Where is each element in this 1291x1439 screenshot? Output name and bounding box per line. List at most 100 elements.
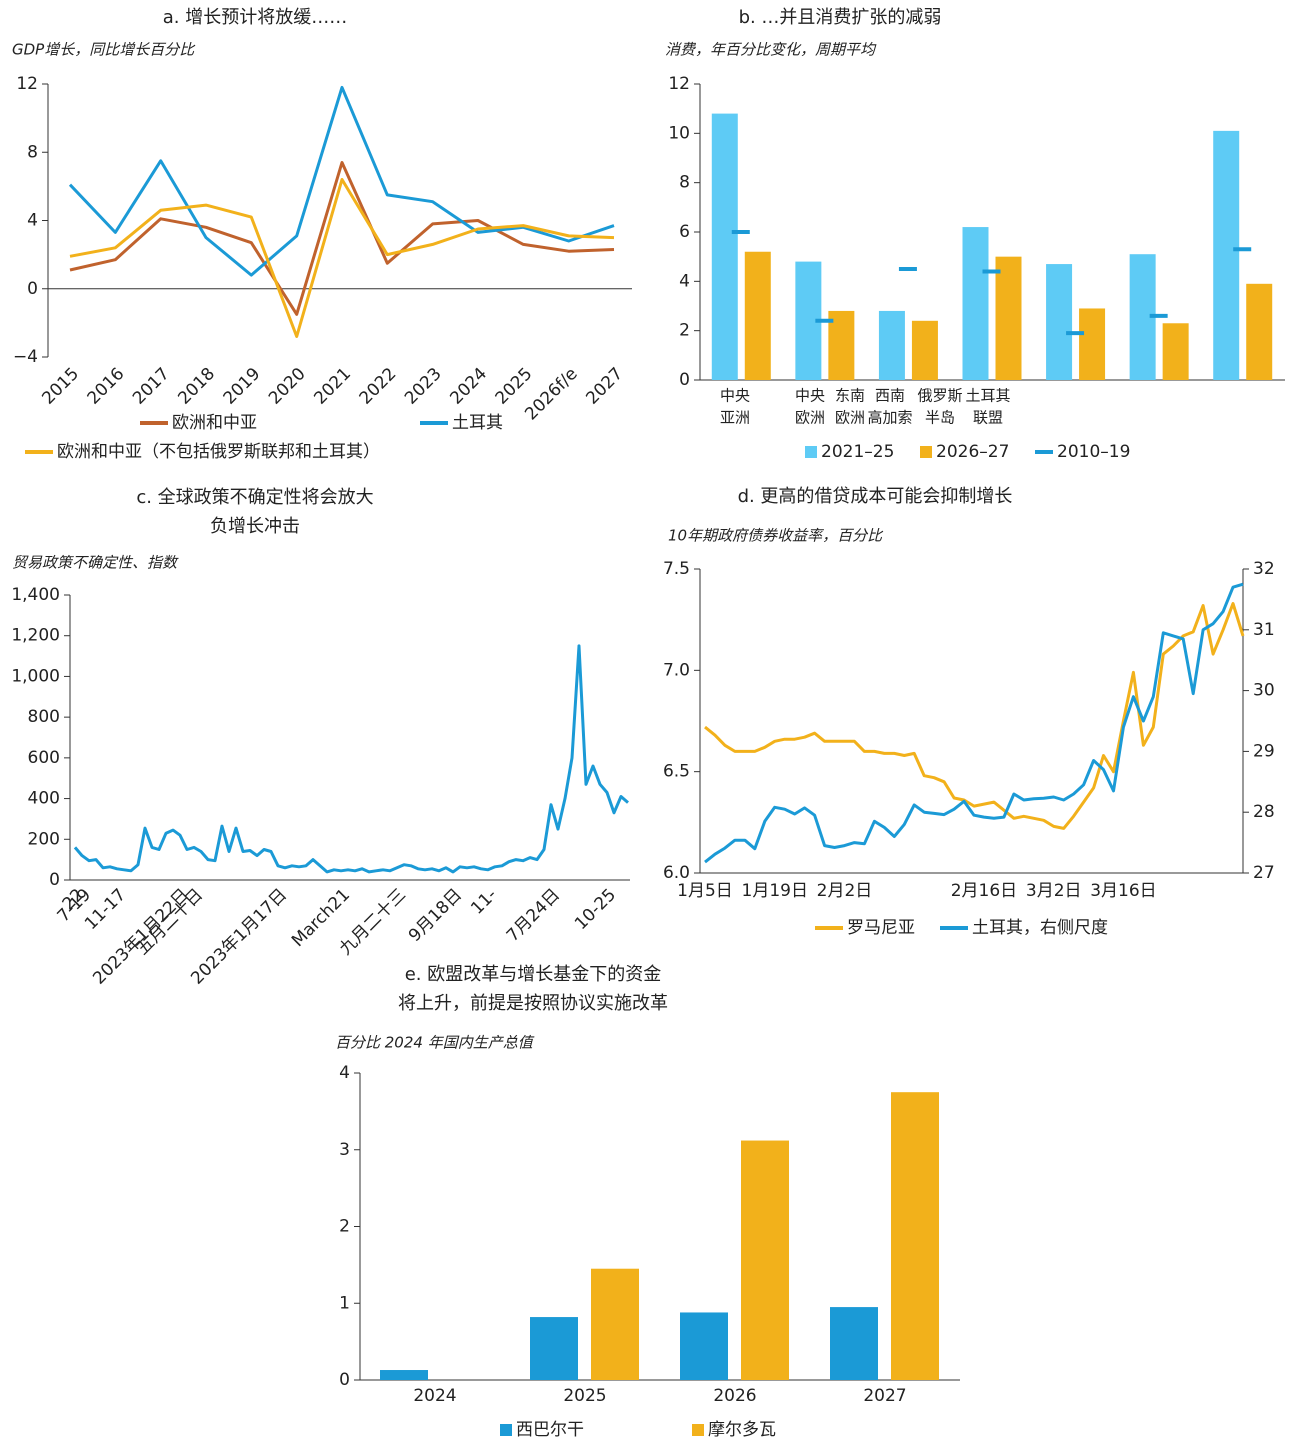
- y-tick-label: 4: [679, 271, 690, 291]
- series-line: [704, 602, 1245, 830]
- chart-title: b. …并且消费扩张的减弱: [739, 7, 942, 28]
- bar: [1046, 264, 1073, 380]
- y2-tick-label: 28: [1253, 802, 1275, 822]
- x-tick-label: 3月16日: [1090, 881, 1156, 901]
- legend-label: 罗马尼亚: [847, 918, 915, 938]
- bar: [962, 227, 989, 380]
- x-tick-label: 11-17: [81, 885, 130, 934]
- bar: [1246, 283, 1273, 380]
- y-tick-label: 12: [668, 74, 690, 94]
- y-tick-label: 1,400: [11, 585, 60, 605]
- y-tick-label: 3: [339, 1140, 350, 1160]
- y-tick-label: 200: [28, 829, 60, 849]
- x-tick-label: 11-: [467, 885, 501, 919]
- x-tick-label: 半岛: [925, 409, 955, 427]
- legend-swatch: [920, 446, 932, 458]
- legend-label: 土耳其，右侧尺度: [972, 918, 1108, 938]
- x-tick-label: 欧洲: [835, 409, 865, 427]
- chart-title: e. 欧盟改革与增长基金下的资金: [405, 964, 662, 985]
- x-tick-label: 俄罗斯: [917, 387, 962, 405]
- y-tick-label: 1,000: [11, 666, 60, 686]
- legend-label: 2021–25: [821, 442, 894, 462]
- y-tick-label: 8: [27, 142, 38, 162]
- y-tick-label: 8: [679, 173, 690, 193]
- x-tick-label: 2月16日: [951, 881, 1017, 901]
- bar: [680, 1312, 728, 1380]
- x-tick-label: 1月5日: [677, 881, 733, 901]
- x-tick-label: 2026: [713, 1386, 756, 1406]
- y2-tick-label: 32: [1253, 559, 1275, 579]
- series-line: [68, 85, 615, 277]
- bar: [891, 1092, 939, 1380]
- x-tick-label: 2024: [413, 1386, 456, 1406]
- y-tick-label: 6: [679, 222, 690, 242]
- series-line: [73, 644, 629, 874]
- x-tick-label: 2018: [174, 364, 219, 409]
- y-tick-label: 6.5: [663, 762, 690, 782]
- y-tick-label: 600: [28, 748, 60, 768]
- y2-tick-label: 31: [1253, 620, 1275, 640]
- bar: [911, 320, 938, 380]
- bar: [711, 113, 738, 380]
- legend-swatch: [500, 1424, 512, 1436]
- x-tick-label: 2022: [356, 364, 401, 409]
- x-tick-label: 2020: [265, 364, 310, 409]
- chart-subtitle: 百分比 2024 年国内生产总值: [335, 1034, 535, 1052]
- y-tick-label: 10: [668, 123, 690, 143]
- x-tick-label: 东南: [835, 387, 865, 405]
- series-line: [69, 161, 615, 316]
- y-tick-label: 2: [339, 1217, 350, 1237]
- y-tick-label: 800: [28, 707, 60, 727]
- y2-tick-label: 27: [1253, 863, 1275, 883]
- chart-title: a. 增长预计将放缓……: [163, 7, 347, 28]
- bar: [744, 251, 771, 380]
- y-tick-label: 0: [27, 279, 38, 299]
- x-tick-label: 亚洲: [720, 409, 750, 427]
- y-tick-label: 400: [28, 789, 60, 809]
- y-tick-label: 6.0: [663, 863, 690, 883]
- chart-subtitle: GDP增长，同比增长百分比: [12, 41, 196, 59]
- x-tick-label: 7月24日: [503, 885, 564, 946]
- x-tick-label: 2024: [446, 364, 491, 409]
- bar: [1213, 130, 1240, 380]
- legend-label: 2026–27: [936, 442, 1009, 462]
- x-tick-label: 1月19日: [742, 881, 808, 901]
- x-tick-label: 2016: [84, 364, 129, 409]
- series-line: [69, 178, 615, 338]
- bar: [878, 310, 905, 380]
- x-tick-label: 联盟: [973, 409, 1003, 427]
- legend-label: 欧洲和中亚（不包括俄罗斯联邦和土耳其）: [57, 442, 380, 462]
- x-tick-label: 中央: [720, 387, 750, 405]
- y-tick-label: 0: [339, 1370, 350, 1390]
- x-tick-label: 高加索: [867, 409, 912, 427]
- legend-label: 摩尔多瓦: [708, 1420, 776, 1439]
- x-tick-label: 9月18日: [405, 885, 466, 946]
- y-tick-label: 4: [27, 211, 38, 231]
- bar: [995, 256, 1022, 380]
- legend-label: 西巴尔干: [516, 1420, 584, 1439]
- legend-label: 欧洲和中亚: [172, 413, 257, 433]
- x-tick-label: 西南: [875, 387, 905, 405]
- y-tick-label: 2: [679, 321, 690, 341]
- y-tick-label: 0: [49, 870, 60, 890]
- x-tick-label: 2月2日: [817, 881, 873, 901]
- x-tick-label: 2021: [310, 364, 355, 409]
- x-tick-label: 2027: [582, 364, 627, 409]
- chart-title: 负增长冲击: [210, 516, 300, 537]
- legend-label: 2010–19: [1057, 442, 1130, 462]
- chart-title: 将上升，前提是按照协议实施改革: [398, 993, 668, 1014]
- y-tick-label: 12: [16, 74, 38, 94]
- chart-subtitle: 贸易政策不确定性、指数: [12, 554, 179, 572]
- x-tick-label: 2017: [129, 364, 174, 409]
- bar: [1162, 323, 1189, 380]
- x-tick-label: 2025: [563, 1386, 606, 1406]
- y-tick-label: −4: [13, 347, 38, 367]
- x-tick-label: 中央: [795, 387, 825, 405]
- chart-subtitle: 10年期政府债券收益率，百分比: [668, 527, 884, 545]
- x-tick-label: 3月2日: [1026, 881, 1082, 901]
- chart-subtitle: 消费，年百分比变化，周期平均: [665, 41, 877, 59]
- x-tick-label: 2015: [38, 364, 83, 409]
- x-tick-label: 土耳其: [965, 387, 1010, 405]
